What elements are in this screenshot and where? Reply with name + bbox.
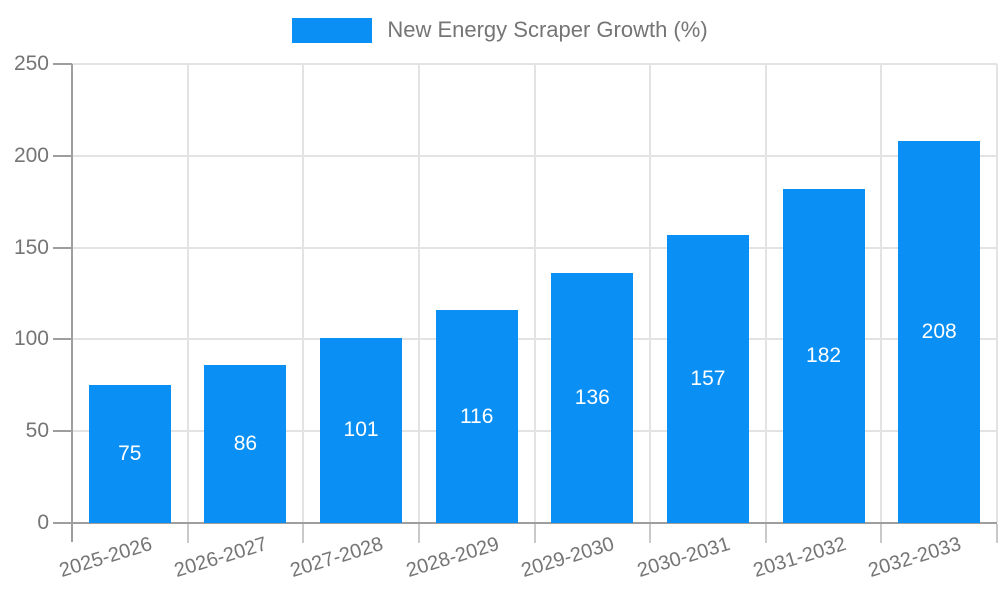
bar-value-label: 157 bbox=[690, 366, 726, 390]
y-axis-line bbox=[71, 64, 73, 542]
chart-legend: New Energy Scraper Growth (%) bbox=[0, 17, 1000, 43]
bar[interactable] bbox=[551, 273, 634, 523]
y-axis-tick bbox=[53, 430, 72, 433]
legend-swatch-icon bbox=[292, 17, 373, 43]
horizontal-gridline bbox=[72, 154, 997, 157]
bar[interactable] bbox=[666, 234, 749, 523]
y-axis-tick bbox=[53, 246, 72, 249]
y-axis-label: 200 bbox=[13, 143, 49, 167]
y-axis-label: 100 bbox=[13, 327, 49, 351]
bar-value-label: 86 bbox=[233, 432, 258, 456]
x-axis-tick bbox=[649, 524, 652, 543]
vertical-gridline bbox=[764, 64, 767, 523]
x-axis-tick bbox=[417, 524, 420, 543]
x-axis-tick bbox=[764, 524, 767, 543]
bar[interactable] bbox=[898, 141, 981, 523]
bar[interactable] bbox=[204, 365, 287, 523]
bar[interactable] bbox=[88, 385, 171, 523]
x-axis-tick bbox=[302, 524, 305, 543]
vertical-gridline bbox=[996, 64, 998, 523]
bar[interactable] bbox=[782, 188, 865, 523]
y-axis-label: 50 bbox=[25, 419, 49, 443]
legend-label: New Energy Scraper Growth (%) bbox=[387, 17, 708, 42]
bar-value-label: 116 bbox=[459, 404, 494, 428]
vertical-gridline bbox=[302, 64, 305, 523]
y-axis-label: 150 bbox=[13, 235, 49, 259]
y-axis-tick bbox=[53, 154, 72, 157]
bar[interactable] bbox=[435, 310, 518, 523]
vertical-gridline bbox=[880, 64, 883, 523]
x-axis-tick bbox=[533, 524, 536, 543]
y-axis-label: 0 bbox=[37, 511, 49, 534]
bar[interactable] bbox=[320, 337, 403, 523]
bar-value-label: 101 bbox=[343, 418, 379, 442]
x-axis-line bbox=[53, 522, 997, 524]
y-axis-tick bbox=[53, 63, 72, 65]
bar-value-label: 136 bbox=[574, 386, 610, 410]
vertical-gridline bbox=[186, 64, 189, 523]
horizontal-gridline bbox=[72, 63, 997, 65]
bar-value-label: 75 bbox=[118, 442, 142, 466]
x-axis-tick bbox=[880, 524, 883, 543]
vertical-gridline bbox=[649, 64, 652, 523]
horizontal-gridline bbox=[72, 430, 997, 433]
y-axis-tick bbox=[53, 338, 72, 341]
bar-value-label: 208 bbox=[921, 320, 957, 344]
bar-value-label: 182 bbox=[806, 343, 842, 367]
vertical-gridline bbox=[533, 64, 536, 523]
x-axis-tick bbox=[186, 524, 189, 543]
horizontal-gridline bbox=[72, 246, 997, 249]
y-axis-label: 250 bbox=[13, 52, 49, 75]
x-axis-tick bbox=[996, 524, 998, 543]
horizontal-gridline bbox=[72, 338, 997, 341]
vertical-gridline bbox=[417, 64, 420, 523]
